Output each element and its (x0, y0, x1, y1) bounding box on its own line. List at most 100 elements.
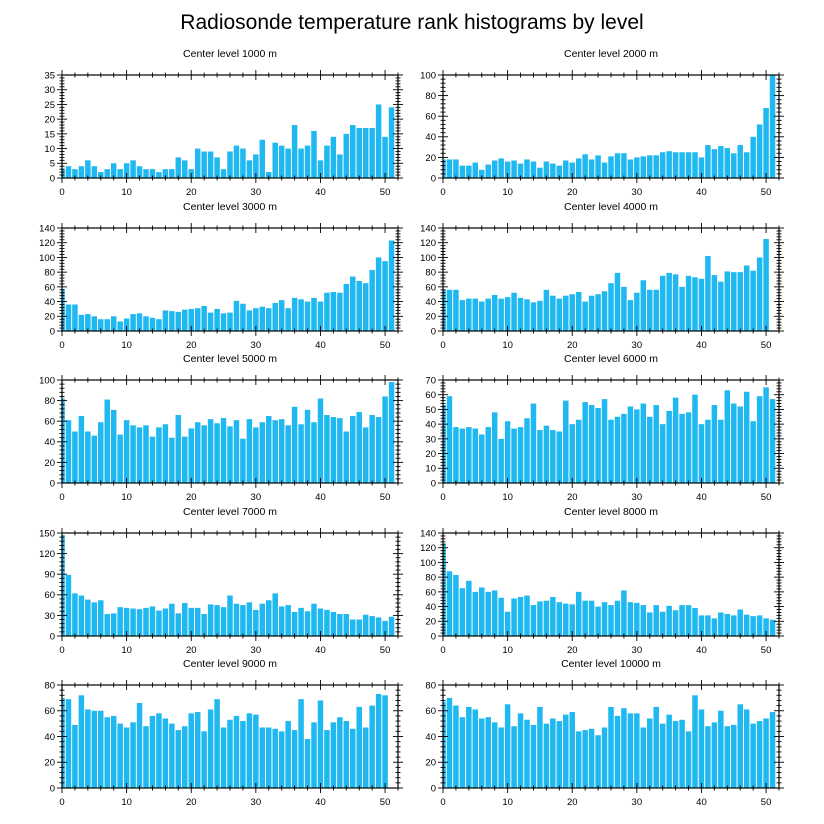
bar (317, 301, 324, 331)
bar (556, 298, 563, 331)
bar (627, 159, 634, 178)
bar (485, 591, 491, 636)
bar (530, 302, 537, 331)
bar (517, 163, 524, 178)
bar (731, 272, 737, 331)
bar (149, 715, 156, 788)
bar (698, 157, 705, 178)
y-tick-label: 10 (425, 464, 436, 475)
bar (575, 731, 582, 788)
bar (763, 718, 769, 788)
bar (524, 595, 530, 636)
bar (769, 712, 776, 788)
bar (763, 239, 769, 331)
bar (149, 606, 156, 636)
x-tick-label: 30 (251, 187, 262, 198)
bar (194, 308, 201, 331)
bar (582, 730, 588, 788)
panel-title: Center level 8000 m (564, 506, 658, 518)
y-tick-label: 0 (50, 631, 55, 642)
bar (149, 169, 156, 178)
bar (459, 165, 466, 178)
bar (291, 297, 298, 331)
y-tick-label: 5 (50, 159, 55, 170)
bar (362, 283, 369, 331)
bar (550, 295, 556, 331)
bar (724, 613, 731, 636)
bar (731, 153, 737, 178)
bar (188, 308, 194, 331)
x-tick-label: 50 (761, 492, 772, 503)
bar (647, 612, 653, 636)
bar (149, 436, 156, 483)
y-tick-label: 80 (44, 680, 55, 691)
bar (253, 308, 259, 331)
bar (569, 294, 575, 331)
bar (672, 610, 679, 636)
bar (117, 607, 123, 636)
bar (324, 730, 330, 788)
bar (446, 289, 453, 331)
y-tick-label: 120 (420, 543, 436, 554)
y-tick-label: 80 (425, 91, 436, 102)
bar (194, 712, 201, 788)
bar (517, 297, 524, 331)
y-tick-label: 20 (425, 449, 436, 460)
bar (240, 148, 246, 178)
y-tick-label: 40 (44, 437, 55, 448)
bar (130, 722, 136, 788)
x-tick-label: 30 (632, 492, 643, 503)
bar (634, 409, 640, 483)
y-tick-label: 20 (44, 312, 55, 323)
bar (156, 427, 162, 483)
bar (285, 425, 291, 483)
bar (278, 419, 285, 483)
x-tick-label: 0 (440, 645, 445, 656)
bar (382, 136, 388, 178)
bar (291, 125, 298, 178)
bar (143, 169, 149, 178)
y-tick-label: 0 (431, 783, 436, 794)
bar (595, 155, 601, 178)
bar (259, 139, 266, 178)
bar (65, 166, 72, 178)
bar (659, 723, 666, 789)
bar (705, 615, 711, 636)
bar (362, 614, 369, 636)
bar (601, 602, 608, 636)
x-tick-label: 20 (186, 645, 197, 656)
bar (162, 424, 169, 483)
bar (272, 420, 278, 483)
bar (731, 724, 737, 788)
bar (498, 597, 504, 636)
bar (375, 417, 382, 483)
bar (743, 265, 750, 331)
x-tick-label: 30 (632, 797, 643, 808)
bar (692, 394, 698, 483)
bar (162, 310, 169, 331)
x-tick-label: 20 (567, 187, 578, 198)
bar (647, 289, 653, 331)
bar (298, 148, 304, 178)
bar (91, 166, 98, 178)
x-tick-label: 10 (121, 645, 132, 656)
bar (207, 312, 214, 331)
y-tick-label: 100 (420, 70, 436, 81)
y-tick-label: 20 (44, 115, 55, 126)
bar (453, 289, 459, 331)
bar (479, 718, 485, 788)
bar (162, 718, 169, 788)
bar (750, 723, 756, 789)
bar (443, 543, 446, 636)
bar (569, 424, 575, 483)
bar (91, 602, 98, 636)
bar (595, 407, 601, 483)
bar (266, 172, 272, 178)
bar (388, 382, 395, 483)
bar (659, 275, 666, 331)
y-tick-label: 20 (44, 758, 55, 769)
bar (588, 159, 595, 178)
y-tick-label: 60 (425, 587, 436, 598)
bar (356, 619, 362, 636)
bar (666, 272, 672, 331)
